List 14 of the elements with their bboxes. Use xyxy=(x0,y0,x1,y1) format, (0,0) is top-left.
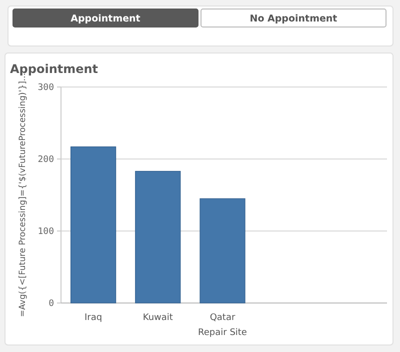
y-tick-label: 0 xyxy=(48,299,54,310)
x-tick-label: Qatar xyxy=(210,313,236,323)
text: No Appointment xyxy=(250,14,338,24)
y-axis-title: =Avg({<[Future Processing]={'$(vFutureProcessing)'}]... xyxy=(18,72,28,318)
bar xyxy=(70,146,116,304)
y-tick-label: 200 xyxy=(38,155,54,166)
y-tick-label: 100 xyxy=(38,227,54,238)
bar xyxy=(200,198,246,304)
text: Appointment xyxy=(70,14,141,24)
x-tick-label: Iraq xyxy=(84,313,102,323)
y-tick-label: 300 xyxy=(38,83,54,94)
x-tick-label: Kuwait xyxy=(142,313,174,323)
bar xyxy=(135,170,181,304)
x-axis-title: Repair Site xyxy=(198,328,248,338)
